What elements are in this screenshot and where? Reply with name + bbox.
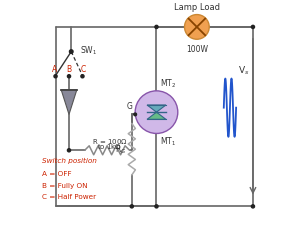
Circle shape — [67, 149, 71, 152]
Text: MT$_1$: MT$_1$ — [160, 135, 176, 147]
Circle shape — [81, 75, 84, 79]
Text: V$_s$: V$_s$ — [238, 65, 250, 77]
Circle shape — [69, 51, 73, 54]
Text: G: G — [127, 101, 133, 110]
Text: 100W: 100W — [186, 45, 208, 54]
Polygon shape — [61, 90, 77, 115]
Text: B: B — [67, 65, 71, 74]
Text: SW$_1$: SW$_1$ — [80, 44, 98, 56]
Circle shape — [251, 205, 254, 208]
Circle shape — [130, 205, 133, 208]
Circle shape — [185, 16, 209, 40]
Circle shape — [67, 75, 71, 79]
Circle shape — [251, 26, 254, 29]
Circle shape — [135, 91, 178, 134]
Circle shape — [134, 114, 136, 116]
Text: B = Fully ON: B = Fully ON — [42, 182, 88, 188]
Text: R = 100$\Omega$: R = 100$\Omega$ — [92, 136, 127, 145]
Text: C: C — [81, 65, 86, 74]
Circle shape — [155, 26, 158, 29]
Circle shape — [155, 205, 158, 208]
Polygon shape — [147, 106, 166, 113]
Polygon shape — [147, 113, 166, 120]
Text: Switch position: Switch position — [42, 157, 97, 163]
Text: to 1k$\Omega$: to 1k$\Omega$ — [97, 141, 122, 150]
Text: A: A — [52, 65, 57, 74]
Text: R$_G$: R$_G$ — [115, 143, 126, 156]
Text: MT$_2$: MT$_2$ — [160, 77, 176, 89]
Text: A = OFF: A = OFF — [42, 171, 71, 177]
Text: C = Half Power: C = Half Power — [42, 193, 96, 199]
Circle shape — [54, 75, 57, 79]
Text: Lamp Load: Lamp Load — [174, 3, 220, 12]
